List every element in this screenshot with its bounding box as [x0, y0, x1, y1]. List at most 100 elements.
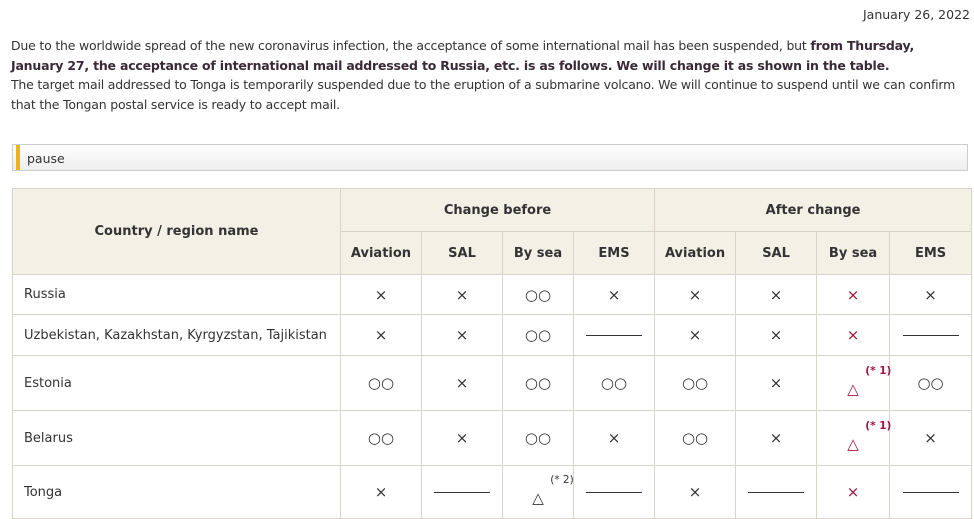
cross-mark: ×	[924, 285, 937, 304]
status-cell: ×	[889, 274, 973, 315]
cross-mark: ×	[455, 285, 469, 304]
table-row: Russia × × ○○ × × × × ×	[12, 274, 973, 315]
status-cell: ○○	[889, 355, 973, 411]
country-header: Country / region name	[12, 188, 341, 275]
status-cell: ×	[735, 355, 818, 411]
status-cell: ×	[340, 465, 422, 519]
triangle-mark: △ (* 2)	[532, 474, 573, 507]
intro-p1: Due to the worldwide spread of the new c…	[11, 38, 811, 53]
circle-marks: ○○	[524, 326, 552, 344]
not-applicable-dash	[586, 491, 643, 493]
table-row: Estonia ○○ × ○○ ○○ ○○ × △ (* 1) ○○	[12, 355, 973, 411]
country-cell: Estonia	[12, 355, 341, 411]
circle-marks: ○○	[524, 429, 552, 447]
mail-status-table: Country / region name Change before Afte…	[12, 188, 973, 519]
status-cell: ×	[654, 274, 737, 315]
status-cell: ○○	[502, 355, 574, 411]
column-header: SAL	[735, 231, 818, 275]
intro-p1-bold: from Thursday, January 27, the acceptanc…	[11, 38, 914, 73]
circle-marks: ○○	[524, 285, 552, 304]
cross-mark: ×	[846, 326, 860, 344]
status-cell: ○○	[502, 314, 574, 356]
footnote-ref: (* 1)	[865, 420, 892, 432]
status-cell	[421, 465, 503, 519]
country-cell: Belarus	[12, 410, 341, 466]
column-header: By sea	[816, 231, 891, 275]
group-header-after: After change	[654, 188, 973, 232]
cross-mark: ×	[769, 326, 783, 344]
cross-mark: ×	[455, 326, 469, 344]
circle-marks: ○○	[681, 429, 709, 447]
circle-marks: ○○	[600, 374, 628, 392]
status-cell	[572, 314, 656, 356]
triangle-symbol: △	[532, 489, 544, 507]
not-applicable-dash	[434, 491, 490, 493]
footnote-ref: (* 1)	[865, 365, 892, 377]
cross-mark: ×	[374, 326, 388, 344]
group-header-before: Change before	[339, 188, 656, 232]
status-cell: ×	[735, 274, 818, 315]
cross-mark: ×	[688, 285, 702, 304]
status-cell: ×	[735, 410, 818, 466]
cross-mark: ×	[769, 285, 783, 304]
status-cell: ×	[340, 274, 422, 315]
status-cell: △ (* 2)	[502, 465, 574, 519]
status-cell: ×	[816, 274, 891, 315]
status-cell: ×	[816, 465, 891, 519]
column-header: EMS	[572, 231, 656, 275]
cross-mark: ×	[688, 326, 702, 344]
table-row: Tonga × △ (* 2) × ×	[12, 465, 973, 519]
cross-mark: ×	[374, 483, 388, 501]
section-header: pause	[12, 144, 968, 171]
country-cell: Tonga	[12, 465, 341, 519]
not-applicable-dash	[902, 334, 959, 336]
status-cell	[572, 465, 656, 519]
triangle-symbol: △	[847, 435, 859, 453]
circle-marks: ○○	[917, 374, 944, 392]
column-header: By sea	[502, 231, 574, 275]
not-applicable-dash	[748, 491, 805, 493]
cross-mark: ×	[688, 483, 702, 501]
not-applicable-dash	[586, 334, 643, 336]
cross-mark: ×	[924, 429, 937, 447]
column-header: SAL	[421, 231, 503, 275]
status-cell: ×	[654, 465, 737, 519]
status-cell: ○○	[502, 410, 574, 466]
status-cell	[889, 465, 973, 519]
not-applicable-dash	[902, 491, 959, 493]
status-cell: ×	[572, 410, 656, 466]
date: January 26, 2022	[862, 7, 970, 22]
status-cell	[735, 465, 818, 519]
status-cell: ×	[421, 314, 503, 356]
status-cell: ×	[340, 314, 422, 356]
status-cell: ×	[421, 274, 503, 315]
cross-mark: ×	[846, 285, 860, 304]
intro-p2: The target mail addressed to Tonga is te…	[11, 77, 956, 112]
table-row: Uzbekistan, Kazakhstan, Kyrgyzstan, Taji…	[12, 314, 973, 356]
status-cell: ×	[654, 314, 737, 356]
status-cell: ○○	[654, 410, 737, 466]
cross-mark: ×	[607, 285, 621, 304]
intro-text: Due to the worldwide spread of the new c…	[11, 36, 966, 114]
status-cell: ○○	[654, 355, 737, 411]
cross-mark: ×	[769, 429, 783, 447]
status-cell: ×	[572, 274, 656, 315]
cross-mark: ×	[846, 483, 860, 501]
status-cell: ○○	[572, 355, 656, 411]
column-header: Aviation	[654, 231, 737, 275]
status-cell: ×	[421, 355, 503, 411]
triangle-mark: △ (* 1)	[847, 365, 891, 398]
circle-marks: ○○	[367, 374, 395, 392]
circle-marks: ○○	[524, 374, 552, 392]
triangle-symbol: △	[847, 380, 859, 398]
cross-mark: ×	[455, 374, 469, 392]
column-header: Aviation	[340, 231, 422, 275]
status-cell: △ (* 1)	[816, 410, 892, 466]
status-cell	[889, 314, 973, 356]
table-row: Belarus ○○ × ○○ × ○○ × △ (* 1) ×	[12, 410, 973, 466]
circle-marks: ○○	[367, 429, 395, 447]
cross-mark: ×	[607, 429, 621, 447]
country-cell: Uzbekistan, Kazakhstan, Kyrgyzstan, Taji…	[12, 314, 341, 356]
cross-mark: ×	[769, 374, 783, 392]
status-cell: ×	[889, 410, 973, 466]
